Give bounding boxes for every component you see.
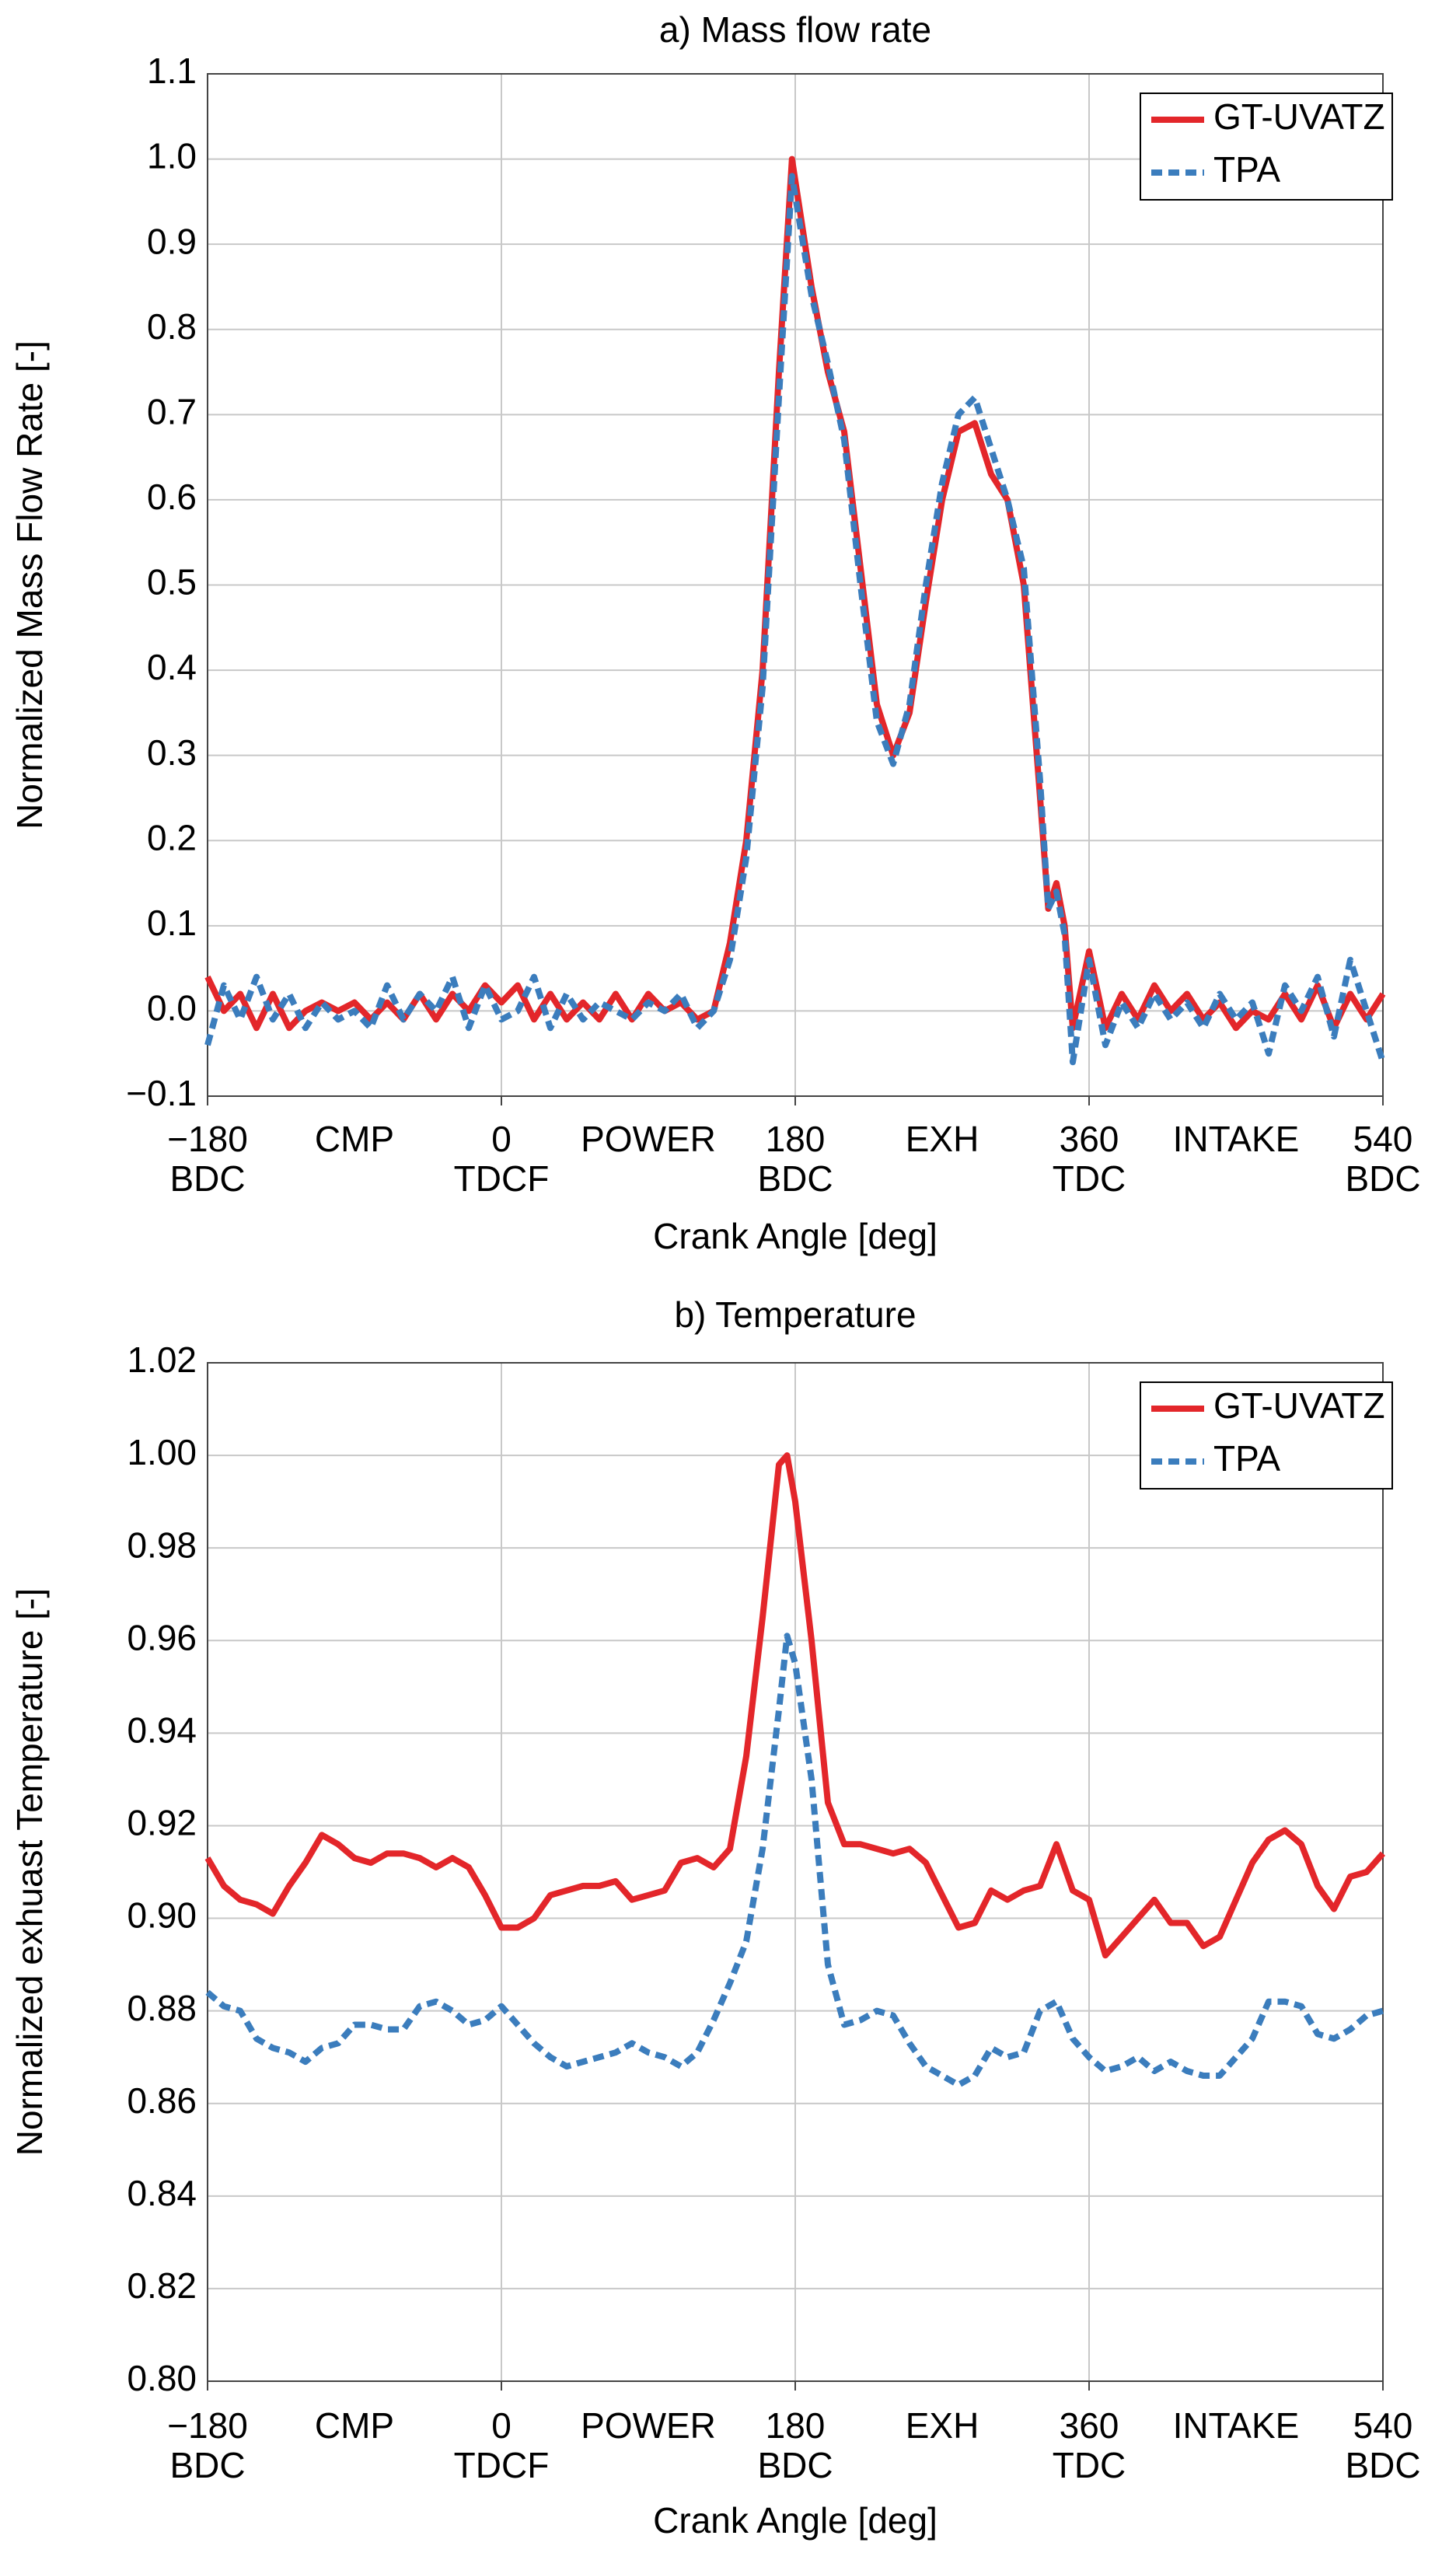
x-tick-label: 180 [766, 2405, 826, 2446]
series-line [204, 1452, 1385, 1959]
x-tick-sublabel: TDC [1053, 1158, 1126, 1199]
x-tick-sublabel: TDC [1053, 2445, 1126, 2485]
phase-label: EXH [906, 1119, 979, 1159]
phase-label: POWER [581, 2405, 716, 2446]
y-tick-label: 0.84 [127, 2173, 197, 2213]
y-tick-label: 0.1 [147, 903, 197, 943]
legend-box [1140, 93, 1393, 201]
x-tick-sublabel: BDC [1345, 2445, 1420, 2485]
y-tick-label: 0.92 [127, 1803, 197, 1843]
y-tick-label: 0.94 [127, 1710, 197, 1751]
y-tick-label: 0.88 [127, 1988, 197, 2028]
y-tick-label: 0.82 [127, 2265, 197, 2306]
y-tick-label: 0.80 [127, 2358, 197, 2398]
y-tick-label: 0.90 [127, 1895, 197, 1936]
y-axis-title: Normalized Mass Flow Rate [-] [9, 341, 50, 829]
y-tick-label: 1.1 [147, 51, 197, 91]
y-tick-label: 0.3 [147, 732, 197, 773]
x-tick-sublabel: TDCF [454, 2445, 550, 2485]
y-tick-label: 0.98 [127, 1524, 197, 1565]
plot-frame [207, 1362, 1384, 2382]
x-tick-label: −180 [167, 1119, 248, 1159]
x-tick-label: 0 [491, 2405, 512, 2446]
x-tick-label: 0 [491, 1119, 512, 1159]
x-tick-sublabel: BDC [169, 1158, 245, 1199]
y-axis-title: Normalized exhuast Temperature [-] [9, 1588, 50, 2156]
y-tick-label: 1.02 [127, 1339, 197, 1380]
legend-label: TPA [1213, 149, 1280, 190]
x-axis-title: Crank Angle [deg] [653, 1216, 937, 1256]
phase-label: INTAKE [1173, 1119, 1300, 1159]
series-line [205, 1633, 1384, 2088]
phase-label: POWER [581, 1119, 716, 1159]
x-tick-sublabel: TDCF [454, 1158, 550, 1199]
legend-label: GT-UVATZ [1213, 96, 1385, 137]
x-tick-sublabel: BDC [757, 2445, 833, 2485]
phase-label: EXH [906, 2405, 979, 2446]
series-line [204, 173, 1386, 1066]
phase-label: CMP [315, 1119, 394, 1159]
x-tick-label: 540 [1353, 1119, 1413, 1159]
y-tick-label: 0.8 [147, 306, 197, 347]
y-tick-label: −0.1 [126, 1073, 197, 1113]
x-tick-sublabel: BDC [169, 2445, 245, 2485]
x-tick-label: 180 [766, 1119, 826, 1159]
y-tick-label: 0.6 [147, 477, 197, 517]
phase-label: CMP [315, 2405, 394, 2446]
chart-title: a) Mass flow rate [659, 9, 931, 50]
x-tick-label: 360 [1060, 1119, 1119, 1159]
y-tick-label: 0.5 [147, 562, 197, 602]
x-tick-label: −180 [167, 2405, 248, 2446]
legend-label: GT-UVATZ [1213, 1385, 1385, 1426]
y-tick-label: 0.96 [127, 1617, 197, 1657]
chart-title: b) Temperature [674, 1294, 916, 1335]
x-tick-label: 540 [1353, 2405, 1413, 2446]
y-tick-label: 0.2 [147, 817, 197, 857]
y-tick-label: 0.7 [147, 391, 197, 431]
y-tick-label: 0.0 [147, 988, 197, 1029]
legend-label: TPA [1213, 1438, 1280, 1479]
x-tick-label: 360 [1060, 2405, 1119, 2446]
y-tick-label: 1.00 [127, 1432, 197, 1472]
phase-label: INTAKE [1173, 2405, 1300, 2446]
y-tick-label: 0.86 [127, 2080, 197, 2121]
x-tick-sublabel: BDC [757, 1158, 833, 1199]
y-tick-label: 0.9 [147, 221, 197, 261]
y-tick-label: 0.4 [147, 647, 197, 687]
y-tick-label: 1.0 [147, 136, 197, 176]
legend-box [1140, 1381, 1393, 1490]
x-axis-title: Crank Angle [deg] [653, 2500, 937, 2541]
x-tick-sublabel: BDC [1345, 1158, 1420, 1199]
plot-frame [207, 73, 1384, 1097]
